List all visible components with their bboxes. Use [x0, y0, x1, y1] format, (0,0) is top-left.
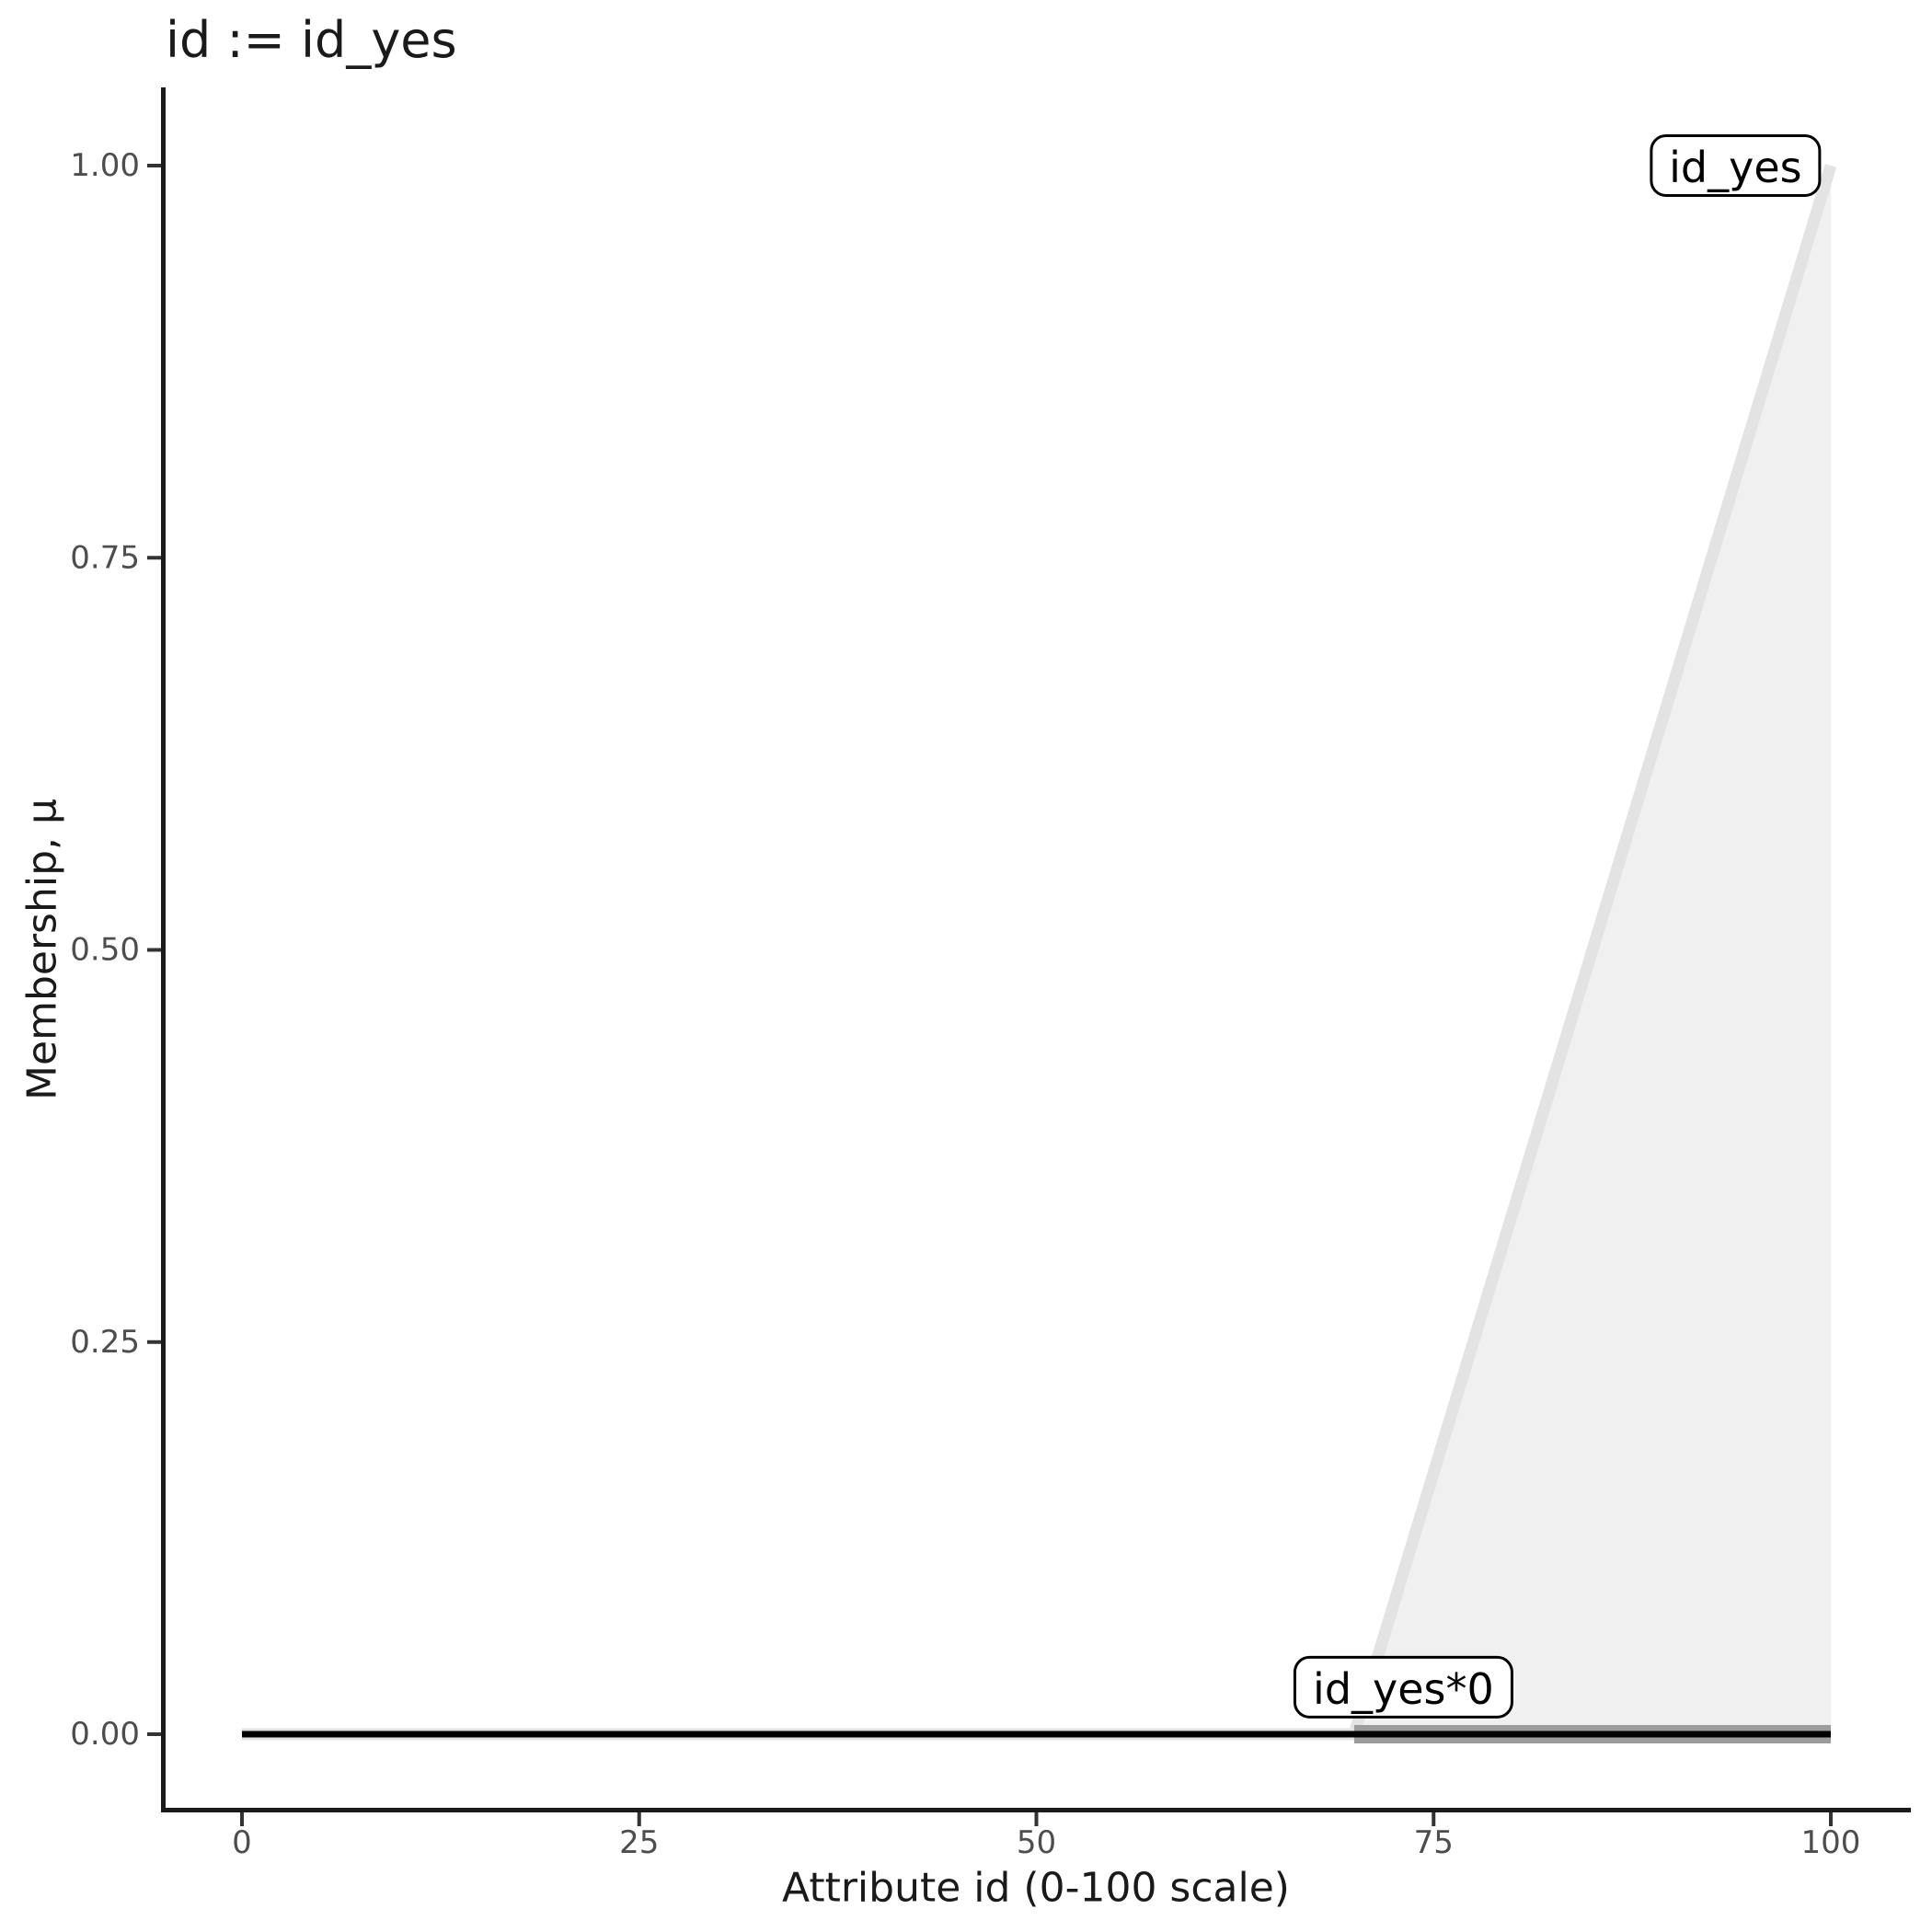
y-axis-title: Membership, μ	[19, 799, 66, 1100]
annotation-label-id_yes*0: id_yes*0	[1313, 1664, 1494, 1714]
x-tick-label-50: 50	[1017, 1824, 1056, 1861]
y-tick-label-0.50: 0.50	[70, 932, 140, 969]
x-tick-label-0: 0	[232, 1824, 252, 1861]
x-axis-title: Attribute id (0-100 scale)	[782, 1865, 1290, 1912]
annotation-box-id_yes*0	[1293, 1655, 1513, 1719]
annotation-box-id_yes	[1650, 134, 1822, 197]
x-tick-label-75: 75	[1414, 1824, 1454, 1861]
plot-title: id := id_yes	[166, 11, 457, 69]
tick-layer	[147, 164, 1833, 1826]
x-tick-label-25: 25	[619, 1824, 659, 1861]
y-tick-label-0.75: 0.75	[70, 539, 140, 576]
annotation-layer: id_yes id_yes*0	[1293, 134, 1822, 1719]
x-tick-label-100: 100	[1801, 1824, 1861, 1861]
series-line-layer	[242, 164, 1837, 1743]
y-tick-label-0.00: 0.00	[70, 1716, 140, 1753]
y-tick-label-0.25: 0.25	[70, 1324, 140, 1361]
annotation-label-id_yes: id_yes	[1669, 143, 1801, 192]
tick-label-layer: 1.00 0.75 0.50 0.25 0.00 0 25 50 75 100	[70, 147, 1860, 1861]
y-tick-label-1.00: 1.00	[70, 147, 140, 184]
